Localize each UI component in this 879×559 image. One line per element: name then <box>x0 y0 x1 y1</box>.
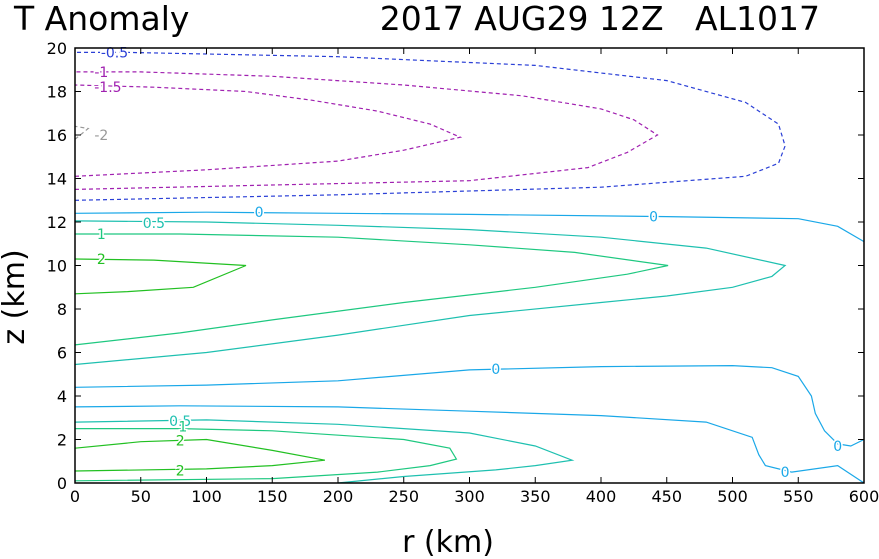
contour-lines <box>74 51 865 484</box>
contour-line--0.5-0 <box>74 51 786 201</box>
contour-line-0.5-7 <box>74 220 787 366</box>
contour-line-2-11 <box>74 258 247 295</box>
y-tick-label-4: 4 <box>57 387 67 406</box>
contour-label-5: 0 <box>649 210 658 226</box>
contour-line-0-5 <box>74 364 865 447</box>
x-tick-label-300: 300 <box>454 487 485 506</box>
contour-line--2-3 <box>74 125 90 140</box>
x-axis-label: r (km) <box>402 525 494 559</box>
x-axis: 0 50 100 150 200 250 300 350 400 450 500 550 600 <box>70 48 879 506</box>
contour-label-7: 1 <box>97 227 106 243</box>
y-tick-label-20: 20 <box>47 39 67 58</box>
chart-title-left: T Anomaly <box>13 0 189 38</box>
contour-label-10: 0.5 <box>169 414 191 430</box>
y-tick-label-16: 16 <box>47 126 67 145</box>
y-tick-label-14: 14 <box>47 170 67 189</box>
contour-label-4: 0 <box>255 205 264 221</box>
contour-line-0-6 <box>74 405 865 484</box>
x-tick-label-150: 150 <box>257 487 288 506</box>
contour-label-11: 1 <box>178 419 187 435</box>
y-tick-label-12: 12 <box>47 213 67 232</box>
contour-line-2-12 <box>74 438 326 472</box>
contour-label-3: -2 <box>94 128 108 144</box>
x-tick-label-350: 350 <box>520 487 551 506</box>
y-tick-label-6: 6 <box>57 344 67 363</box>
x-tick-label-450: 450 <box>651 487 682 506</box>
x-tick-label-250: 250 <box>388 487 419 506</box>
plot-frame <box>74 47 865 484</box>
contour-line-0.5-8 <box>74 419 575 484</box>
contour-label-13: 2 <box>176 463 185 479</box>
y-axis-label: z (km) <box>0 249 32 344</box>
y-tick-label-0: 0 <box>57 474 67 493</box>
contour-label-9: 0 <box>491 362 500 378</box>
contour-line-1-9 <box>74 233 669 346</box>
y-tick-label-2: 2 <box>57 431 67 450</box>
x-tick-label-600: 600 <box>849 487 879 506</box>
x-tick-label-50: 50 <box>131 487 151 506</box>
contour-line-0-4 <box>74 211 865 243</box>
x-tick-label-200: 200 <box>323 487 354 506</box>
x-tick-label-400: 400 <box>586 487 617 506</box>
contour-label-12: 2 <box>176 434 185 450</box>
contour-label-8: 2 <box>97 252 106 268</box>
contour-label-14: 0 <box>833 439 842 455</box>
chart-title-right: 2017 AUG29 12Z AL1017 <box>380 0 820 38</box>
contour-line-1-10 <box>74 428 458 482</box>
contour-label-6: 0.5 <box>143 216 165 232</box>
contour-label-2: -1.5 <box>94 80 121 96</box>
y-tick-label-18: 18 <box>47 83 67 102</box>
contour-line--1-1 <box>74 71 659 190</box>
contour-line--1.5-2 <box>74 84 463 177</box>
x-tick-label-550: 550 <box>783 487 814 506</box>
x-tick-label-0: 0 <box>70 487 80 506</box>
y-tick-label-8: 8 <box>57 300 67 319</box>
contour-label-1: -1 <box>94 65 108 81</box>
contour-label-15: 0 <box>781 465 790 481</box>
x-tick-label-100: 100 <box>191 487 222 506</box>
y-tick-label-10: 10 <box>47 257 67 276</box>
x-tick-label-500: 500 <box>717 487 748 506</box>
